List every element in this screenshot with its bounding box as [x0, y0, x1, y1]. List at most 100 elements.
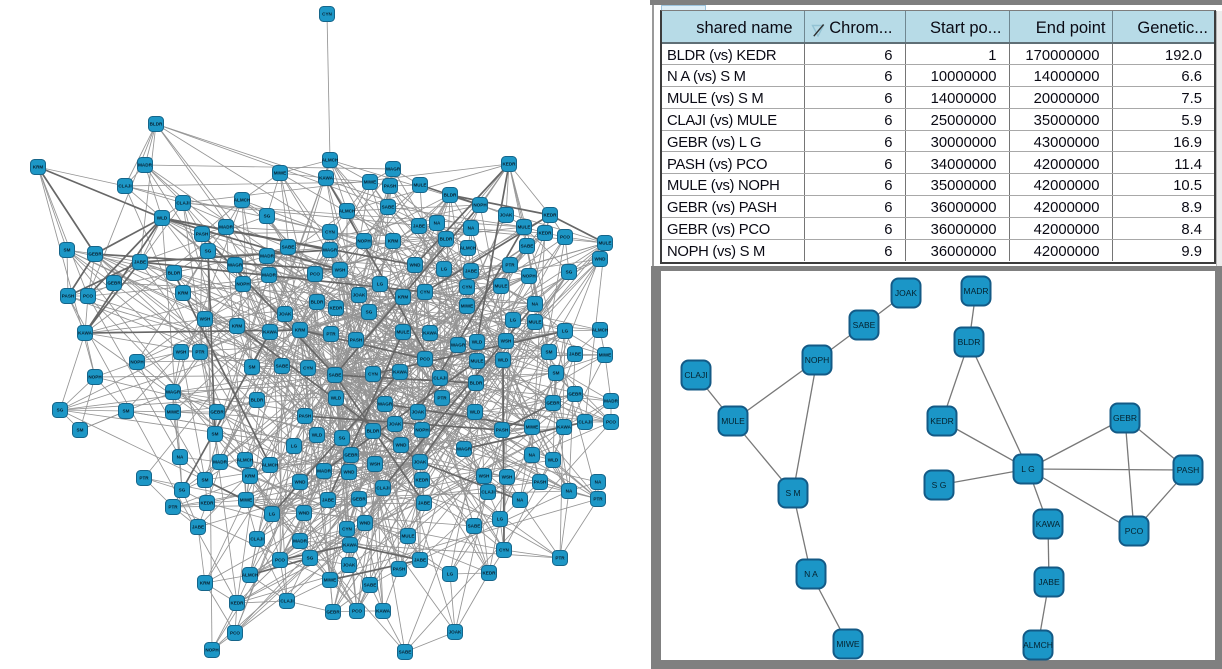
- svg-text:MULE: MULE: [721, 416, 745, 426]
- svg-text:SG: SG: [307, 556, 314, 561]
- svg-text:KEDR: KEDR: [538, 231, 552, 236]
- svg-text:NOPH: NOPH: [473, 203, 487, 208]
- svg-text:MADR: MADR: [604, 399, 618, 404]
- svg-text:MULE: MULE: [470, 359, 483, 364]
- svg-text:WSH: WSH: [176, 350, 187, 355]
- svg-text:PTR: PTR: [437, 396, 447, 401]
- svg-text:KRM: KRM: [388, 239, 399, 244]
- svg-text:CLAJI: CLAJI: [376, 486, 389, 491]
- svg-text:KEDR: KEDR: [230, 601, 244, 606]
- svg-text:ALMCH: ALMCH: [237, 458, 254, 463]
- svg-text:MULE: MULE: [528, 320, 541, 325]
- svg-text:CYN: CYN: [325, 230, 335, 235]
- svg-text:SG: SG: [264, 214, 271, 219]
- svg-text:NA: NA: [532, 302, 539, 307]
- svg-text:KEDR: KEDR: [482, 571, 496, 576]
- svg-text:JOAK: JOAK: [414, 460, 427, 465]
- svg-text:BLDR: BLDR: [444, 193, 457, 198]
- svg-text:KRM: KRM: [178, 291, 189, 296]
- svg-text:MULE: MULE: [494, 284, 507, 289]
- svg-text:PTR: PTR: [139, 476, 149, 481]
- svg-text:WAGR: WAGR: [451, 343, 466, 348]
- svg-text:WAGR: WAGR: [386, 167, 401, 172]
- svg-text:PASH: PASH: [496, 428, 509, 433]
- svg-text:PASH: PASH: [384, 184, 397, 189]
- svg-text:NA: NA: [468, 226, 475, 231]
- svg-text:NA: NA: [566, 489, 573, 494]
- svg-text:PCO: PCO: [83, 294, 93, 299]
- svg-text:MADR: MADR: [293, 539, 307, 544]
- svg-text:SG: SG: [366, 310, 373, 315]
- svg-text:PASH: PASH: [62, 294, 75, 299]
- svg-text:MULE: MULE: [401, 534, 414, 539]
- svg-text:SG: SG: [57, 408, 64, 413]
- svg-text:BLDR: BLDR: [367, 429, 380, 434]
- svg-text:SABE: SABE: [399, 650, 412, 655]
- svg-text:MIWE: MIWE: [167, 410, 180, 415]
- svg-text:MADR: MADR: [219, 225, 233, 230]
- svg-text:LG: LG: [269, 512, 276, 517]
- svg-text:SABE: SABE: [329, 373, 342, 378]
- svg-text:PASH: PASH: [1177, 465, 1200, 475]
- svg-text:WLD: WLD: [331, 396, 342, 401]
- svg-text:ALMCH: ALMCH: [339, 209, 356, 214]
- svg-text:PTR: PTR: [168, 505, 178, 510]
- svg-text:LG: LG: [291, 444, 298, 449]
- svg-text:KEDR: KEDR: [930, 416, 954, 426]
- svg-text:SM: SM: [212, 432, 219, 437]
- svg-text:WAGR: WAGR: [378, 402, 393, 407]
- svg-text:PCO: PCO: [420, 357, 430, 362]
- svg-text:MADR: MADR: [213, 460, 227, 465]
- svg-text:WAGR: WAGR: [228, 263, 243, 268]
- svg-text:ALMCH: ALMCH: [234, 198, 251, 203]
- svg-text:SM: SM: [64, 248, 71, 253]
- svg-text:WSH: WSH: [501, 339, 512, 344]
- svg-text:WSH: WSH: [200, 317, 211, 322]
- svg-text:L G: L G: [1021, 464, 1034, 474]
- svg-text:PASH: PASH: [393, 567, 406, 572]
- svg-text:MIWE: MIWE: [240, 498, 253, 503]
- svg-text:LG: LG: [510, 318, 517, 323]
- svg-text:WLD: WLD: [470, 410, 481, 415]
- svg-text:SABE: SABE: [276, 364, 289, 369]
- svg-text:JOAK: JOAK: [412, 410, 425, 415]
- svg-text:CYN: CYN: [342, 527, 352, 532]
- svg-text:BLDR: BLDR: [150, 122, 163, 127]
- svg-text:KAWA: KAWA: [263, 330, 277, 335]
- svg-text:PCO: PCO: [275, 558, 285, 563]
- svg-text:JOAK: JOAK: [353, 293, 366, 298]
- svg-text:WLD: WLD: [472, 340, 483, 345]
- svg-text:KAWA: KAWA: [423, 331, 437, 336]
- svg-text:ALMCH: ALMCH: [262, 463, 279, 468]
- svg-text:GEBR: GEBR: [1113, 413, 1137, 423]
- svg-text:MADR: MADR: [317, 469, 331, 474]
- svg-text:JABE: JABE: [134, 260, 146, 265]
- svg-text:SABE: SABE: [853, 320, 876, 330]
- svg-text:NOPH: NOPH: [522, 274, 536, 279]
- svg-text:NOPH: NOPH: [805, 355, 830, 365]
- svg-text:JABE: JABE: [418, 501, 430, 506]
- svg-text:SABE: SABE: [382, 205, 395, 210]
- svg-text:SG: SG: [339, 436, 346, 441]
- svg-text:WAGR: WAGR: [457, 447, 472, 452]
- svg-text:LG: LG: [441, 267, 448, 272]
- svg-text:PCO: PCO: [560, 235, 570, 240]
- svg-text:JABE: JABE: [465, 269, 477, 274]
- svg-text:JOAK: JOAK: [449, 630, 462, 635]
- svg-text:CLAJI: CLAJI: [684, 370, 707, 380]
- svg-text:GEBR: GEBR: [326, 610, 340, 615]
- svg-text:SM: SM: [249, 365, 256, 370]
- svg-text:KAWA: KAWA: [343, 543, 357, 548]
- svg-text:WSH: WSH: [479, 474, 490, 479]
- svg-text:PCO: PCO: [352, 609, 362, 614]
- svg-text:CLAJI: CLAJI: [481, 490, 494, 495]
- svg-text:PTR: PTR: [555, 556, 565, 561]
- svg-text:PCO: PCO: [310, 272, 320, 277]
- svg-text:WND: WND: [396, 443, 408, 448]
- svg-text:KRM: KRM: [295, 328, 306, 333]
- svg-text:KRM: KRM: [398, 295, 409, 300]
- svg-text:CLAJI: CLAJI: [176, 201, 189, 206]
- svg-text:JABE: JABE: [322, 498, 334, 503]
- svg-text:KEDR: KEDR: [329, 306, 343, 311]
- svg-text:MADR: MADR: [963, 286, 988, 296]
